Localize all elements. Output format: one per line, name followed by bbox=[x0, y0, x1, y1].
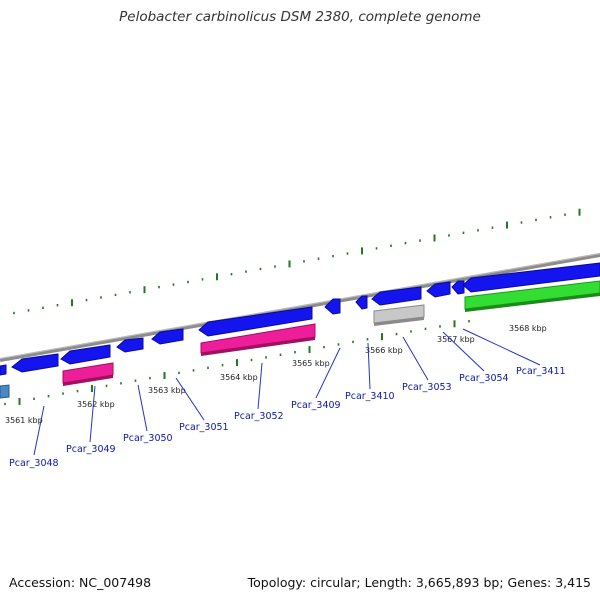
tick-row-upper bbox=[13, 208, 581, 315]
label-line-pcar-3048 bbox=[33, 405, 45, 456]
label-line-pcar-3054 bbox=[442, 331, 485, 372]
forward-strand bbox=[464, 280, 600, 312]
kbp-label: 3567 kbp bbox=[437, 335, 475, 344]
gene-label-pcar-3054[interactable]: Pcar_3054 bbox=[459, 373, 509, 384]
gene-bar-pcar-3411[interactable] bbox=[462, 262, 600, 293]
gene-bar-pcar-3048[interactable] bbox=[11, 353, 59, 373]
gene-label-pcar-3409[interactable]: Pcar_3409 bbox=[291, 400, 341, 411]
gene-bar-pcar-3053-shadow bbox=[374, 317, 424, 326]
topology-text: Topology: circular; Length: 3,665,893 bp… bbox=[247, 575, 591, 590]
gene-label-pcar-3050[interactable]: Pcar_3050 bbox=[123, 433, 173, 444]
edge-gene-bar[interactable] bbox=[0, 384, 10, 399]
forward-gene-bar[interactable] bbox=[464, 280, 600, 310]
kbp-scale: 3561 kbp 3562 kbp 3563 kbp 3564 kbp 3565… bbox=[5, 324, 547, 425]
gene-bar-pcar-3054[interactable] bbox=[426, 281, 451, 298]
tick-row-lower bbox=[4, 320, 470, 406]
label-line-pcar-3050 bbox=[137, 384, 148, 432]
gene-label-pcar-3049[interactable]: Pcar_3049 bbox=[66, 444, 116, 455]
label-line-pcar-3049 bbox=[89, 385, 96, 443]
genome-title: Pelobacter carbinolicus DSM 2380, comple… bbox=[119, 9, 481, 25]
label-line-pcar-3052 bbox=[257, 362, 263, 410]
kbp-label: 3562 kbp bbox=[77, 400, 115, 409]
kbp-label: 3561 kbp bbox=[5, 416, 43, 425]
label-line-pcar-3053 bbox=[402, 336, 429, 381]
reverse-strand bbox=[0, 262, 600, 376]
gene-label-pcar-3051[interactable]: Pcar_3051 bbox=[179, 422, 229, 433]
gene-labels: Pcar_3048 Pcar_3049 Pcar_3050 Pcar_3051 … bbox=[9, 366, 566, 469]
gene-label-lines bbox=[33, 328, 541, 456]
accession-text: Accession: NC_007498 bbox=[9, 575, 152, 590]
gene-bar-pcar-3052-shadow bbox=[201, 337, 315, 356]
gene-bar-pcar-3409[interactable] bbox=[324, 298, 341, 315]
gene-bar-small[interactable] bbox=[451, 280, 465, 295]
gene-bar-pcar-3051[interactable] bbox=[151, 328, 184, 345]
genome-backbone bbox=[0, 253, 600, 362]
gene-bar-pcar-3049-rev[interactable] bbox=[60, 344, 111, 365]
gene-bar-pcar-3050[interactable] bbox=[116, 337, 144, 353]
pseudo-genes bbox=[373, 304, 425, 326]
gene-bar-partial[interactable] bbox=[0, 364, 7, 376]
label-line-pcar-3410 bbox=[367, 342, 371, 390]
kbp-label: 3563 kbp bbox=[148, 386, 186, 395]
gene-label-pcar-3052[interactable]: Pcar_3052 bbox=[234, 411, 284, 422]
label-line-pcar-3409 bbox=[315, 347, 341, 399]
kbp-label: 3564 kbp bbox=[220, 373, 258, 382]
kbp-label: 3566 kbp bbox=[365, 346, 403, 355]
gene-bar-pcar-3053-rev[interactable] bbox=[371, 286, 422, 306]
label-line-pcar-3411 bbox=[462, 328, 541, 366]
edge-gene[interactable] bbox=[0, 384, 10, 399]
backbone-highlight bbox=[0, 253, 600, 360]
gene-label-pcar-3048[interactable]: Pcar_3048 bbox=[9, 458, 59, 469]
backbone-line bbox=[0, 253, 600, 362]
gene-label-pcar-3410[interactable]: Pcar_3410 bbox=[345, 391, 395, 402]
gene-label-pcar-3411[interactable]: Pcar_3411 bbox=[516, 366, 566, 377]
gene-bar-pcar-3049-shadow bbox=[63, 375, 113, 386]
kbp-label: 3568 kbp bbox=[509, 324, 547, 333]
gene-label-pcar-3053[interactable]: Pcar_3053 bbox=[402, 382, 452, 393]
rna-genes bbox=[62, 323, 316, 386]
forward-gene-bar-shadow bbox=[465, 293, 600, 312]
gene-bar-pcar-3052-rev[interactable] bbox=[198, 306, 313, 337]
label-line-pcar-3051 bbox=[175, 377, 205, 421]
gene-bar-pcar-3410[interactable] bbox=[355, 295, 368, 310]
kbp-label: 3565 kbp bbox=[292, 359, 330, 368]
